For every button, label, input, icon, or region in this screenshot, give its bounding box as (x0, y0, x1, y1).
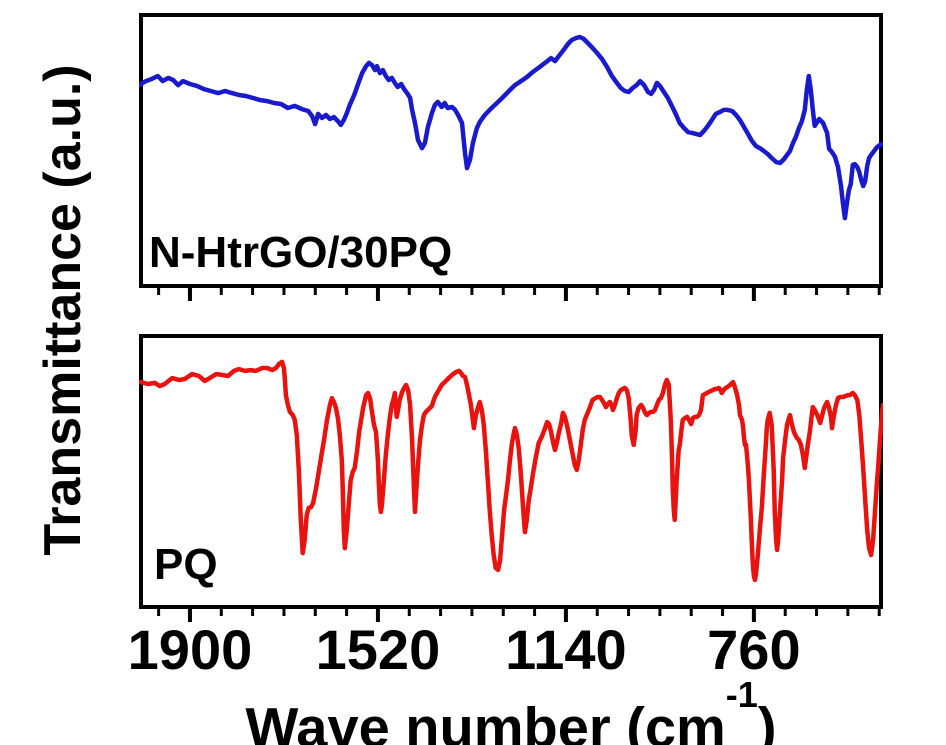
panel-border-bottom (139, 334, 883, 609)
series-label-bottom: PQ (154, 540, 218, 589)
x-tick-label-760: 760 (707, 618, 801, 681)
spectrum-curve-bottom (139, 359, 883, 583)
series-label-top: N-HtrGO/30PQ (149, 228, 453, 277)
x-axis-title-text: Wave number (cm (245, 695, 726, 745)
x-axis-title: Wave number (cm-1) (139, 674, 883, 745)
x-axis-title-close: ) (757, 695, 777, 745)
x-tick-label-1140: 1140 (505, 618, 627, 681)
panel-border-top (139, 13, 883, 288)
x-axis-ticks-bottom (157, 609, 881, 622)
x-axis-title-superscript: -1 (725, 674, 758, 715)
spectrum-curve-top (139, 34, 883, 221)
panel-top-spectrum: N-HtrGO/30PQ (139, 13, 883, 288)
panel-bottom-spectrum: PQ (139, 334, 883, 609)
x-tick-label-1900: 1900 (127, 618, 253, 681)
spectrum-svg-top (139, 13, 883, 288)
y-axis-title: Transmittance (a.u.) (34, 64, 92, 556)
x-axis-ticks-top (157, 288, 881, 301)
spectrum-svg-bottom (139, 334, 883, 609)
x-tick-label-1520: 1520 (315, 618, 441, 681)
